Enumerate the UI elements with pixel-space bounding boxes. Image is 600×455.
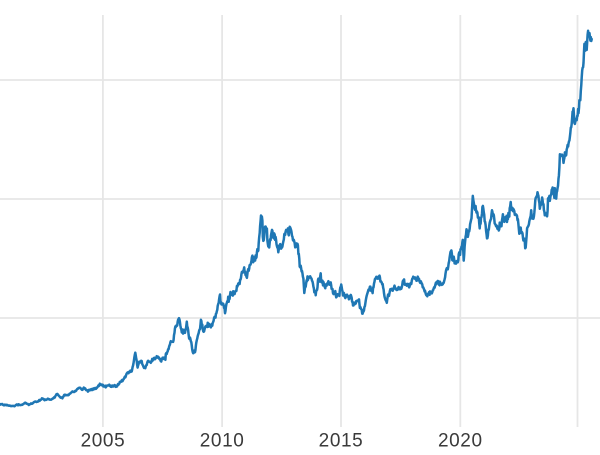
svg-text:2005: 2005 — [81, 431, 126, 451]
svg-text:2015: 2015 — [319, 431, 364, 451]
svg-text:2010: 2010 — [200, 431, 245, 451]
svg-text:2020: 2020 — [438, 431, 483, 451]
